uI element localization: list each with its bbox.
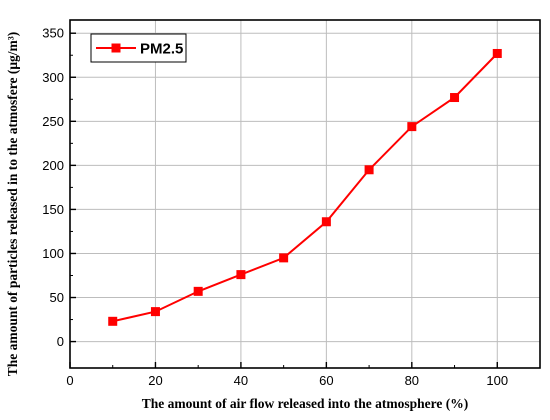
data-point xyxy=(150,307,160,317)
y-tick-label: 300 xyxy=(42,70,64,85)
data-point xyxy=(193,286,203,296)
x-tick-label: 0 xyxy=(66,373,73,388)
data-point xyxy=(492,48,502,58)
x-tick-label: 80 xyxy=(405,373,419,388)
y-tick-label: 150 xyxy=(42,202,64,217)
x-tick-label: 60 xyxy=(319,373,333,388)
y-tick-label: 100 xyxy=(42,246,64,261)
y-tick-label: 50 xyxy=(50,290,64,305)
series-line-pm25 xyxy=(112,52,499,323)
data-point xyxy=(364,165,374,175)
x-tick-label: 20 xyxy=(148,373,162,388)
data-point xyxy=(321,217,331,227)
data-point xyxy=(407,122,417,132)
x-tick-label: 100 xyxy=(486,373,508,388)
data-point xyxy=(450,93,460,103)
x-tick-label: 40 xyxy=(234,373,248,388)
legend-marker xyxy=(111,43,121,53)
y-tick-label: 200 xyxy=(42,158,64,173)
data-point xyxy=(279,253,289,263)
y-tick-label: 250 xyxy=(42,114,64,129)
y-axis-title: The amount of particles released in to t… xyxy=(5,32,20,377)
y-tick-label: 350 xyxy=(42,26,64,41)
data-point xyxy=(236,270,246,280)
axis-ticks: 0 20 40 60 80 100 0 50 100 150 200 250 300 350 xyxy=(42,26,508,388)
y-tick-label: 0 xyxy=(57,334,64,349)
grid-lines xyxy=(70,20,540,368)
legend: PM2.5 xyxy=(90,33,187,63)
data-point xyxy=(108,316,118,326)
legend-label-pm25: PM2.5 xyxy=(140,41,183,58)
series-layer xyxy=(108,48,502,326)
plot-frame xyxy=(69,19,541,369)
x-axis-title: The amount of air flow released into the… xyxy=(142,396,469,411)
